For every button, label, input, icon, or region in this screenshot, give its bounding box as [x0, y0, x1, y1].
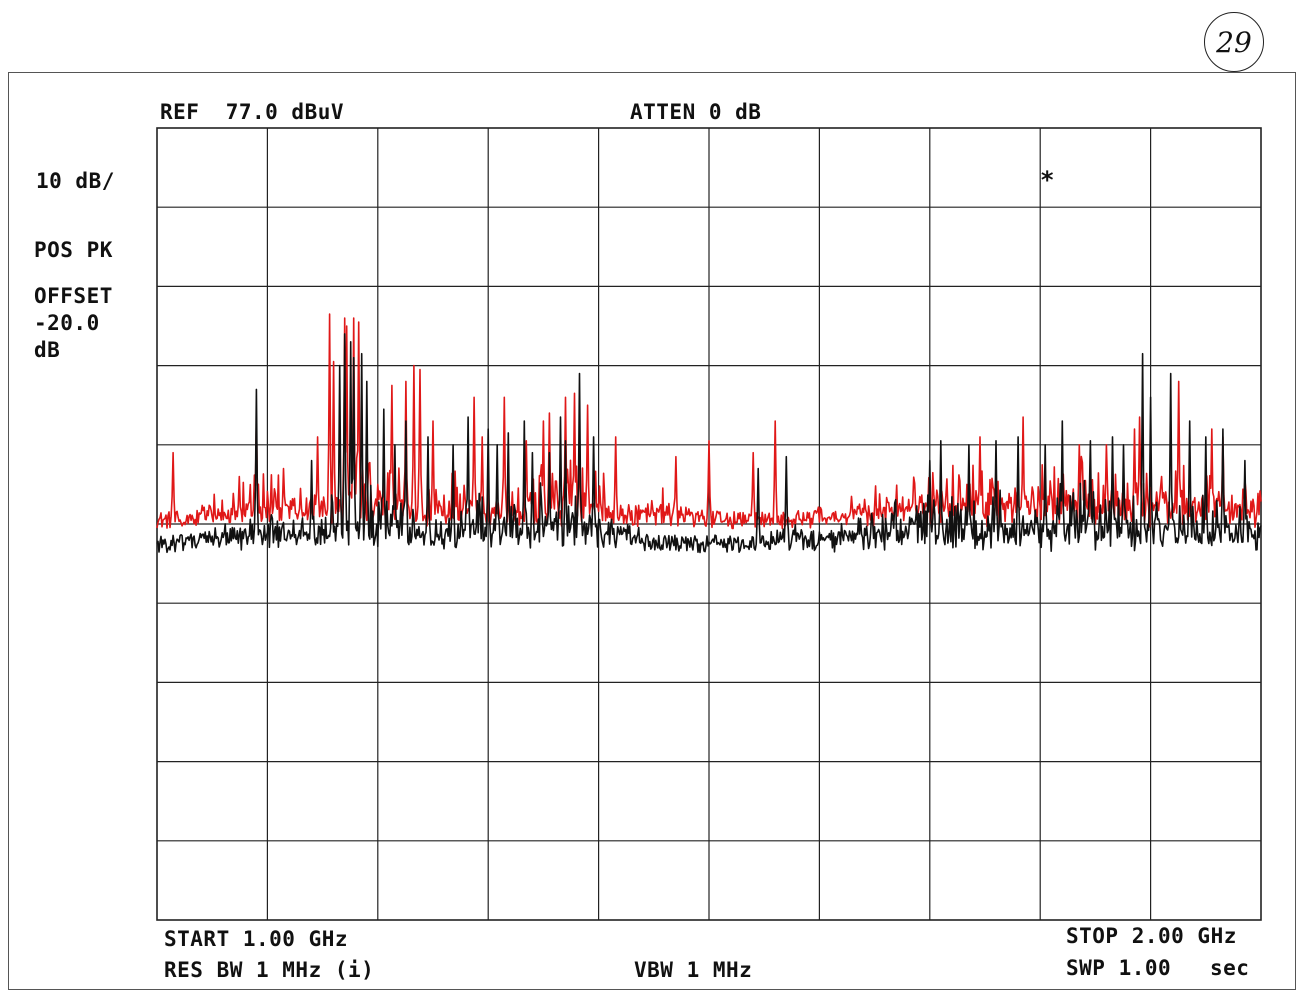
- resolution-bandwidth-label: RES BW 1 MHz (i): [164, 958, 375, 982]
- sweep-time-unit: sec: [1210, 956, 1250, 980]
- marker-asterisk: *: [1040, 166, 1055, 194]
- printout-frame: [8, 72, 1296, 990]
- page-number: 29: [1216, 25, 1252, 59]
- sweep-time-label: SWP 1.00: [1066, 956, 1172, 980]
- start-frequency-label: START 1.00 GHz: [164, 927, 349, 951]
- offset-value: -20.0: [34, 311, 100, 335]
- stop-frequency-label: STOP 2.00 GHz: [1066, 924, 1237, 948]
- traces: [156, 313, 1262, 554]
- reference-level-label: REF 77.0 dBuV: [160, 100, 345, 124]
- trace-black: [156, 333, 1262, 554]
- scale-label: 10 dB/: [36, 169, 115, 193]
- video-bandwidth-label: VBW 1 MHz: [634, 958, 753, 982]
- detector-label: POS PK: [34, 238, 113, 262]
- page-number-circle: 29: [1204, 12, 1264, 72]
- attenuation-label: ATTEN 0 dB: [630, 100, 762, 124]
- offset-unit: dB: [34, 338, 61, 362]
- offset-label: OFFSET: [34, 284, 113, 308]
